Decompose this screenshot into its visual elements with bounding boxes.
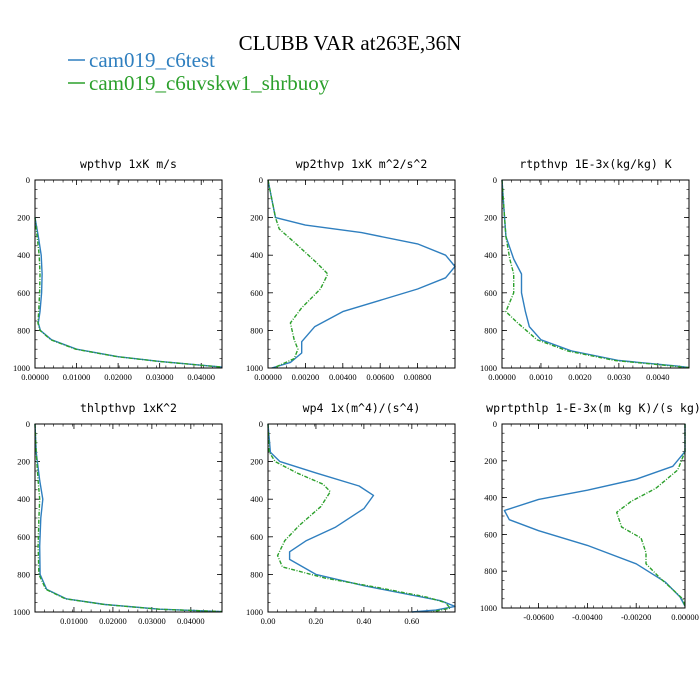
x-tick-label: 0.00000 (671, 612, 699, 622)
y-tick-label: 800 (17, 325, 30, 335)
x-tick-label: 0.0020 (568, 372, 591, 382)
panel-title: wprtpthlp 1-E-3x(m kg K)/(s kg) (486, 401, 700, 415)
x-tick-label: 0.0040 (646, 372, 669, 382)
y-tick-label: 600 (250, 288, 263, 298)
y-tick-label: 800 (17, 569, 30, 579)
panel-3: rtpthvp 1E-3x(kg/kg) K 0.00000 0.0010 0.002… (480, 157, 690, 382)
y-tick-label: 1000 (246, 363, 263, 373)
x-tick-label: 0.20 (309, 616, 324, 626)
x-tick-label: 0.04000 (187, 372, 215, 382)
legend: cam019_c6test cam019_c6uvskw1_shrbuoy (68, 48, 330, 95)
panel-frame (501, 423, 686, 609)
x-tick-label: 0.00 (261, 616, 276, 626)
x-tick-label: 0.02000 (99, 616, 127, 626)
x-tick-label: 0.03000 (138, 616, 166, 626)
y-tick-label: 400 (17, 250, 30, 260)
panel-title: wpthvp 1xK m/s (80, 157, 177, 171)
y-tick-label: 0 (26, 175, 30, 185)
panel-6: wprtpthlp 1-E-3x(m kg K)/(s kg) -0.00600 -… (480, 401, 700, 622)
y-tick-label: 200 (250, 457, 263, 467)
y-tick-label: 200 (484, 213, 497, 223)
x-tick-label: 0.60 (404, 616, 419, 626)
y-tick-label: 200 (484, 456, 497, 466)
series-line-2 (34, 217, 223, 368)
series-line-1 (34, 423, 223, 613)
y-tick-label: 400 (484, 493, 497, 503)
x-tick-label: 0.03000 (146, 372, 174, 382)
series-line-2 (34, 423, 223, 613)
y-tick-label: 800 (484, 566, 497, 576)
x-tick-label: 0.04000 (177, 616, 205, 626)
y-tick-label: 600 (484, 288, 497, 298)
x-tick-label: -0.00200 (621, 612, 651, 622)
series-line-2 (267, 423, 451, 613)
y-tick-label: 800 (250, 569, 263, 579)
legend-label-2: cam019_c6uvskw1_shrbuoy (89, 71, 330, 95)
series-line-1 (503, 424, 686, 607)
series-line-1 (34, 217, 223, 368)
panel-1: wpthvp 1xK m/s 0.00000 0.01000 0.02000 0.030… (13, 157, 223, 382)
y-tick-label: 1000 (480, 603, 497, 613)
y-tick-label: 0 (493, 175, 497, 185)
panel-title: wp2thvp 1xK m^2/s^2 (296, 157, 428, 171)
x-tick-label: 0.00600 (366, 372, 394, 382)
series-line-1 (267, 179, 456, 369)
y-tick-label: 600 (17, 532, 30, 542)
figure-title: CLUBB VAR at263E,36N (239, 31, 462, 55)
panel-title: rtpthvp 1E-3x(kg/kg) K (519, 157, 671, 171)
series-line-2 (267, 179, 329, 369)
y-tick-label: 400 (250, 250, 263, 260)
panel-2: wp2thvp 1xK m^2/s^2 0.00000 0.00200 0.00400… (246, 157, 456, 382)
series-line-2 (501, 179, 690, 369)
y-tick-label: 400 (484, 250, 497, 260)
y-tick-label: 0 (26, 419, 30, 429)
y-tick-label: 600 (250, 532, 263, 542)
legend-label-1: cam019_c6test (89, 48, 215, 72)
y-tick-label: 0 (259, 175, 263, 185)
x-tick-label: 0.01000 (63, 372, 91, 382)
panel-frame (267, 179, 456, 369)
y-tick-label: 1000 (13, 363, 30, 373)
panel-title: wp4 1x(m^4)/(s^4) (303, 401, 421, 415)
y-tick-label: 400 (17, 494, 30, 504)
x-tick-label: 0.02000 (104, 372, 132, 382)
series-line-1 (267, 423, 456, 613)
x-tick-label: 0.00800 (404, 372, 432, 382)
y-tick-label: 200 (17, 457, 30, 467)
x-tick-label: -0.00400 (572, 612, 602, 622)
y-tick-label: 1000 (13, 607, 30, 617)
panel-frame (34, 179, 223, 369)
x-tick-label: 0.00400 (329, 372, 357, 382)
y-tick-label: 1000 (480, 363, 497, 373)
panel-frame (34, 423, 223, 613)
x-tick-label: -0.00600 (523, 612, 553, 622)
x-tick-label: 0.00000 (21, 372, 49, 382)
y-tick-label: 0 (259, 419, 263, 429)
panel-5: wp4 1x(m^4)/(s^4) 0.00 0.20 0.40 0.60 0 200 400… (246, 401, 456, 626)
x-tick-label: 0.40 (356, 616, 371, 626)
y-tick-label: 800 (484, 325, 497, 335)
panel-4: thlpthvp 1xK^2 0.01000 0.02000 0.03000 0.040… (13, 401, 223, 626)
y-tick-label: 400 (250, 494, 263, 504)
y-tick-label: 200 (17, 213, 30, 223)
y-tick-label: 600 (484, 529, 497, 539)
y-tick-label: 0 (493, 419, 497, 429)
panel-frame (267, 423, 456, 613)
y-tick-label: 200 (250, 213, 263, 223)
x-tick-label: 0.00000 (488, 372, 516, 382)
x-tick-label: 0.0010 (529, 372, 552, 382)
series-line-2 (616, 424, 686, 607)
x-tick-label: 0.0030 (607, 372, 630, 382)
x-tick-label: 0.00000 (254, 372, 282, 382)
x-tick-label: 0.01000 (60, 616, 88, 626)
y-tick-label: 800 (250, 325, 263, 335)
y-tick-label: 600 (17, 288, 30, 298)
series-line-1 (501, 179, 690, 369)
panel-title: thlpthvp 1xK^2 (80, 401, 177, 415)
y-tick-label: 1000 (246, 607, 263, 617)
panel-frame (501, 179, 690, 369)
x-tick-label: 0.00200 (292, 372, 320, 382)
